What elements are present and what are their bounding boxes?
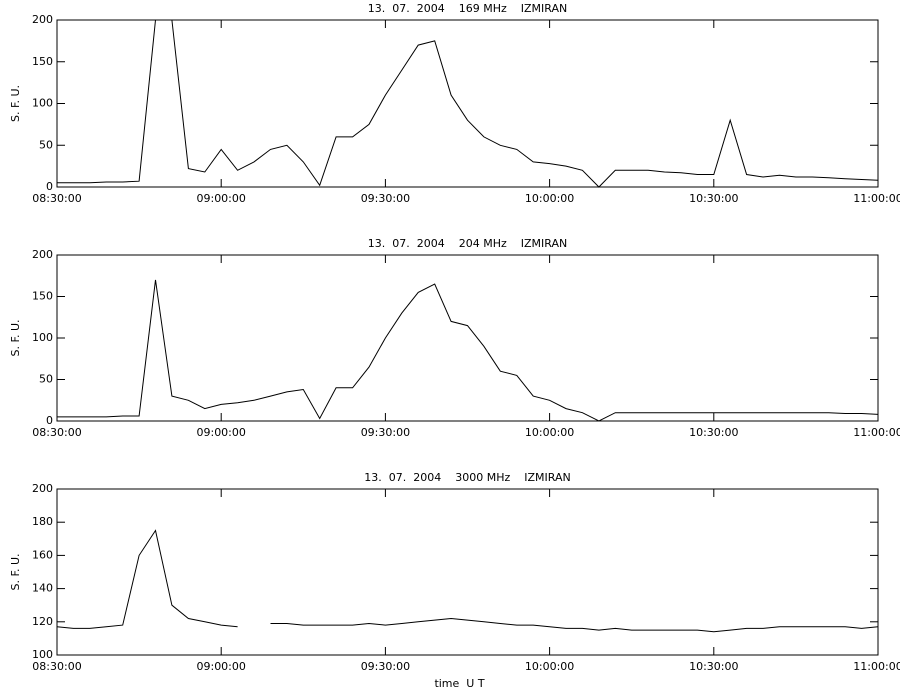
x-tick-label: 09:30:00 (361, 660, 410, 673)
plot-frame (56, 19, 879, 188)
data-line (57, 279, 879, 422)
x-tick-label: 11:00:00 (853, 660, 900, 673)
y-tick-label: 180 (32, 515, 53, 528)
plot-frame (56, 488, 879, 656)
x-tick-label: 10:00:00 (525, 192, 574, 205)
x-tick-label: 09:00:00 (196, 426, 245, 439)
x-tick-label: 09:00:00 (196, 192, 245, 205)
y-tick-label: 50 (39, 138, 53, 151)
x-tick-label: 10:30:00 (689, 426, 738, 439)
y-tick-label: 200 (32, 248, 53, 261)
plot-frame (56, 254, 879, 422)
y-tick-label: 150 (32, 290, 53, 303)
y-tick-label: 200 (32, 482, 53, 495)
y-axis-label: S. F. U. (9, 85, 22, 122)
x-axis-label: time U T (434, 677, 484, 690)
y-tick-label: 120 (32, 615, 53, 628)
y-tick-label: 140 (32, 582, 53, 595)
x-tick-label: 09:30:00 (361, 426, 410, 439)
x-tick-label: 10:00:00 (525, 660, 574, 673)
y-tick-label: 50 (39, 373, 53, 386)
data-line (56, 529, 879, 633)
y-tick-label: 0 (46, 180, 53, 193)
x-tick-label: 10:30:00 (689, 192, 738, 205)
chart-title: 13. 07. 2004 3000 MHz IZMIRAN (364, 471, 570, 484)
chart-title: 13. 07. 2004 204 MHz IZMIRAN (368, 237, 567, 250)
y-axis-label: S. F. U. (9, 319, 22, 356)
x-tick-label: 10:00:00 (525, 426, 574, 439)
y-tick-label: 200 (32, 13, 53, 26)
y-tick-label: 160 (32, 548, 53, 561)
y-axis-label: S. F. U. (9, 553, 22, 590)
x-tick-label: 08:30:00 (32, 426, 81, 439)
x-tick-label: 08:30:00 (32, 192, 81, 205)
data-line (57, 19, 879, 188)
y-tick-label: 0 (46, 414, 53, 427)
x-tick-label: 10:30:00 (689, 660, 738, 673)
chart-title: 13. 07. 2004 169 MHz IZMIRAN (368, 2, 567, 15)
y-tick-label: 100 (32, 331, 53, 344)
x-tick-label: 11:00:00 (853, 192, 900, 205)
y-tick-label: 100 (32, 648, 53, 661)
x-tick-label: 09:00:00 (196, 660, 245, 673)
y-tick-label: 150 (32, 55, 53, 68)
x-tick-label: 08:30:00 (32, 660, 81, 673)
y-tick-label: 100 (32, 97, 53, 110)
x-tick-label: 11:00:00 (853, 426, 900, 439)
x-tick-label: 09:30:00 (361, 192, 410, 205)
